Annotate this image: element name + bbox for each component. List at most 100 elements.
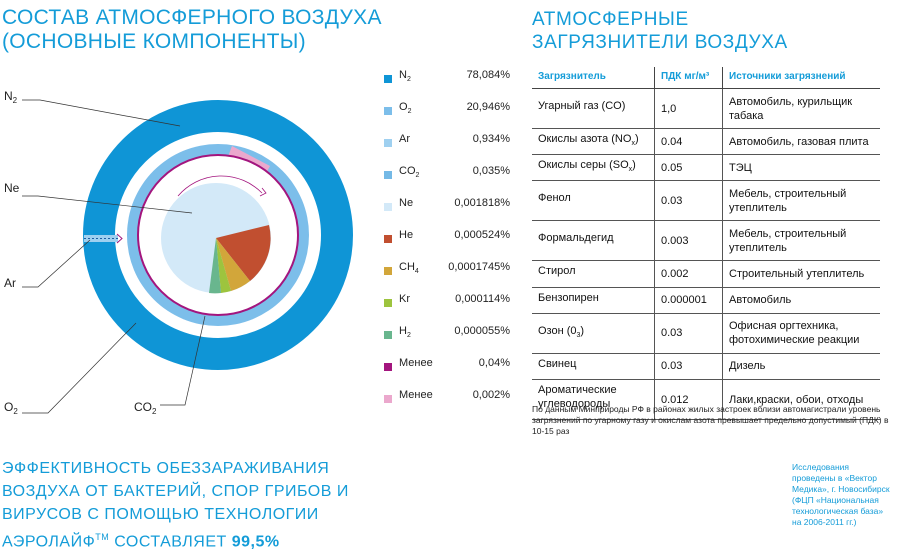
legend-item-less-004: Менее 0,04% [380,357,510,389]
pollutant-cell: Фенол [532,180,655,222]
ne-leader [22,195,193,214]
pollutant-cell: Формальдегид [532,220,655,262]
legend-value: 78,084% [466,69,510,81]
table-row: Угарный газ (CO) 1,0 Автомобиль, курильщ… [532,88,880,129]
source-cell: Офисная оргтехника, фотохимические реакц… [722,313,880,354]
legend-value: 0,934% [472,133,510,145]
legend-name: CO2 [399,165,420,180]
legend-swatch [384,299,392,307]
header-pdk: ПДК мг/м³ [654,67,723,89]
legend-name: Kr [399,293,410,305]
ne-label: Ne [4,181,20,195]
pdk-cell: 0.03 [654,180,723,222]
composition-title: СОСТАВ АТМОСФЕРНОГО ВОЗДУХА (ОСНОВНЫЕ КО… [2,6,382,54]
he-sector [216,225,271,281]
source-cell: Автомобиль, курильщик табака [722,88,880,129]
pollutants-title-line-2: ЗАГРЯЗНИТЕЛИ ВОЗДУХА [532,32,788,53]
efficiency-value: 99,5% [231,533,280,551]
o2-label: O2 [4,400,18,416]
legend-swatch [384,139,392,147]
legend-swatch [384,331,392,339]
header-sources: Источники загрязнений [722,67,880,89]
n2-label: N2 [4,89,18,105]
pdk-cell: 0.000001 [654,287,723,314]
co2-label: CO2 [134,400,157,416]
table-row: Окислы серы (SOx) 0.05 ТЭЦ [532,154,880,182]
table-row: Фенол 0.03 Мебель, строительный утеплите… [532,180,880,222]
inner-arc [177,175,263,197]
source-cell: Мебель, строительный утеплитель [722,180,880,222]
legend-item-ne: Ne 0,001818% [380,197,510,229]
legend-value: 0,035% [472,165,510,177]
composition-legend: N2 78,084% O2 20,946% Ar 0,934% CO2 0,03… [380,69,510,421]
source-cell: Мебель, строительный утеплитель [722,220,880,262]
legend-item-less-0002: Менее 0,002% [380,389,510,421]
ar-arrow [116,233,123,244]
legend-name: O2 [399,101,412,116]
source-cell: Лаки,краски, обои, отходы [722,379,880,421]
study-note: Исследования проведены в «Вектор Медика»… [792,462,890,527]
pdk-cell: 0.003 [654,220,723,262]
efficiency-statement: ЭФФЕКТИВНОСТЬ ОБЕЗЗАРАЖИВАНИЯ ВОЗДУХА ОТ… [2,457,362,553]
pollutants-title: АТМОСФЕРНЫЕ ЗАГРЯЗНИТЕЛИ ВОЗДУХА [532,8,788,54]
legend-item-co2: CO2 0,035% [380,165,510,197]
composition-title-line-1: СОСТАВ АТМОСФЕРНОГО ВОЗДУХА [2,6,382,29]
legend-name: Менее [399,389,433,401]
legend-value: 0,0001745% [448,261,510,273]
legend-value: 0,000524% [454,229,510,241]
pollutants-table: Загрязнитель ПДК мг/м³ Источники загрязн… [532,67,880,421]
o2-leader [22,322,137,414]
pdk-cell: 0.05 [654,154,723,182]
pdk-cell: 1,0 [654,88,723,129]
source-cell: Строительный утеплитель [722,260,880,288]
table-header-row: Загрязнитель ПДК мг/м³ Источники загрязн… [532,67,880,89]
legend-name: CH4 [399,261,419,276]
ar-leader [22,239,91,288]
pollutant-cell: Озон (03) [532,313,655,354]
legend-name: N2 [399,69,411,84]
table-row: Стирол 0.002 Строительный утеплитель [532,260,880,288]
pollutant-cell: Стирол [532,260,655,288]
table-row: Окислы азота (NOx) 0.04 Автомобиль, газо… [532,128,880,156]
co2-leader [160,315,206,406]
legend-value: 0,002% [472,389,510,401]
legend-swatch [384,267,392,275]
table-row: Свинец 0.03 Дизель [532,353,880,380]
composition-diagram: N2 Ne Ar O2 CO2 [4,89,353,416]
legend-swatch [384,203,392,211]
source-cell: Автомобиль, газовая плита [722,128,880,156]
header-pollutant: Загрязнитель [532,67,655,89]
ar-label: Ar [4,276,16,290]
inner-arrow [259,187,267,197]
efficiency-middle: СОСТАВЛЯЕТ [109,533,232,551]
legend-value: 20,946% [466,101,510,113]
legend-value: 0,001818% [454,197,510,209]
legend-item-ar: Ar 0,934% [380,133,510,165]
legend-value: 0,000055% [454,325,510,337]
legend-swatch [384,235,392,243]
legend-item-he: He 0,000524% [380,229,510,261]
pollutant-cell: Угарный газ (CO) [532,88,655,129]
h2-sector [209,238,221,294]
efficiency-text: ЭФФЕКТИВНОСТЬ ОБЕЗЗАРАЖИВАНИЯ ВОЗДУХА ОТ… [2,460,349,551]
source-cell: ТЭЦ [722,154,880,182]
legend-item-ch4: CH4 0,0001745% [380,261,510,293]
legend-name: Ar [399,133,410,145]
pollutant-cell: Ароматические углеводороды [532,379,655,421]
source-cell: Дизель [722,353,880,380]
legend-name: He [399,229,414,241]
pollution-note: По данным Минприроды РФ в районах жилых … [532,404,889,436]
pollutant-cell: Свинец [532,353,655,380]
legend-swatch [384,395,392,403]
pollutants-title-line-1: АТМОСФЕРНЫЕ [532,9,689,30]
table-row: Ароматические углеводороды 0.012 Лаки,кр… [532,379,880,421]
legend-value: 0,000114% [455,293,510,305]
pollutant-cell: Окислы серы (SOx) [532,154,655,182]
composition-title-line-2: (ОСНОВНЫЕ КОМПОНЕНТЫ) [2,30,306,53]
trademark-mark: TM [95,532,110,542]
legend-name: H2 [399,325,411,340]
legend-item-kr: Kr 0,000114% [380,293,510,325]
pollutant-cell: Бензопирен [532,287,655,314]
legend-swatch [384,107,392,115]
legend-item-n2: N2 78,084% [380,69,510,101]
